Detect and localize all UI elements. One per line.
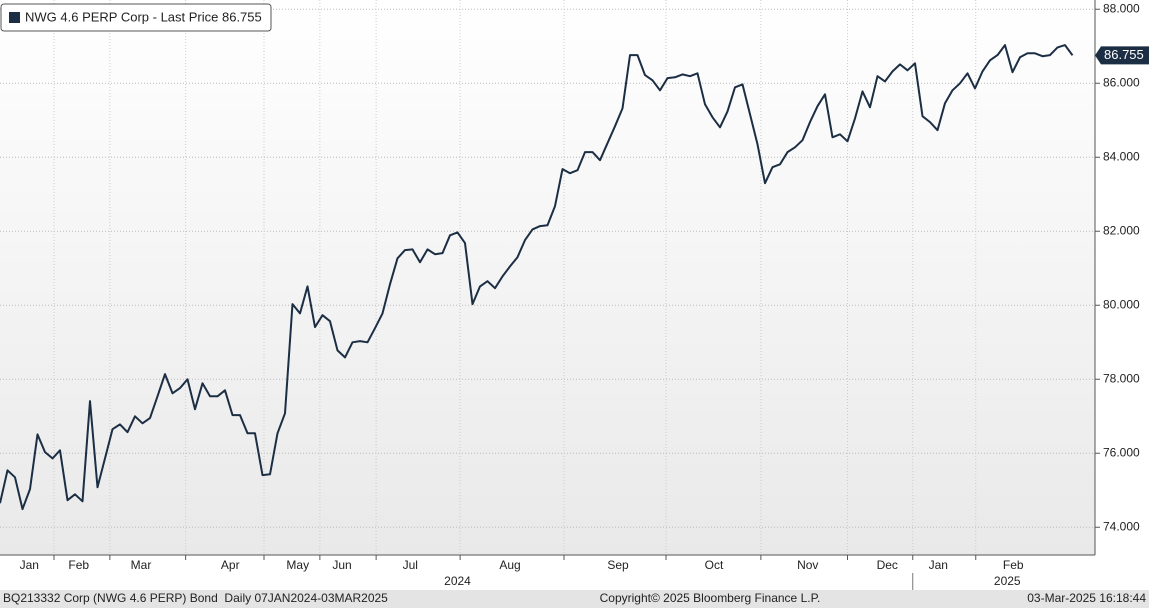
x-tick-label: Nov [797,558,818,572]
year-label: 2025 [994,574,1021,588]
footer-center: Copyright© 2025 Bloomberg Finance L.P. [600,591,821,605]
y-tick-label: 84.000 [1103,149,1140,163]
x-tick-label: Feb [68,558,89,572]
y-tick-label: 80.000 [1103,297,1140,311]
price-line [0,44,1074,511]
footer-right: 03-Mar-2025 16:18:44 [1027,591,1146,605]
last-price-label: 86.755 [1104,47,1144,62]
x-tick-label: Sep [607,558,629,572]
x-tick-label: Jun [332,558,351,572]
year-label: 2024 [444,574,471,588]
footer-bar [0,590,1149,608]
y-tick-label: 78.000 [1103,371,1140,385]
x-tick-label: Jan [20,558,39,572]
y-tick-label: 88.000 [1103,1,1140,15]
y-tick-label: 82.000 [1103,223,1140,237]
x-tick-label: Feb [1003,558,1024,572]
x-tick-label: Aug [499,558,520,572]
x-tick-label: Apr [221,558,240,572]
x-tick-label: Mar [131,558,152,572]
footer-left: BQ213332 Corp (NWG 4.6 PERP) Bond Daily … [3,591,388,605]
x-tick-label: Jul [403,558,418,572]
legend-box [0,3,272,32]
x-tick-label: May [286,558,309,572]
y-tick-label: 74.000 [1103,519,1140,533]
x-tick-label: Dec [877,558,898,572]
x-tick-label: Oct [705,558,724,572]
legend-label: NWG 4.6 PERP Corp - Last Price 86.755 [25,9,262,24]
y-tick-label: 86.000 [1103,75,1140,89]
legend-swatch [9,12,20,23]
y-tick-label: 76.000 [1103,445,1140,459]
x-tick-label: Jan [929,558,948,572]
last-price-tag [1095,46,1149,65]
